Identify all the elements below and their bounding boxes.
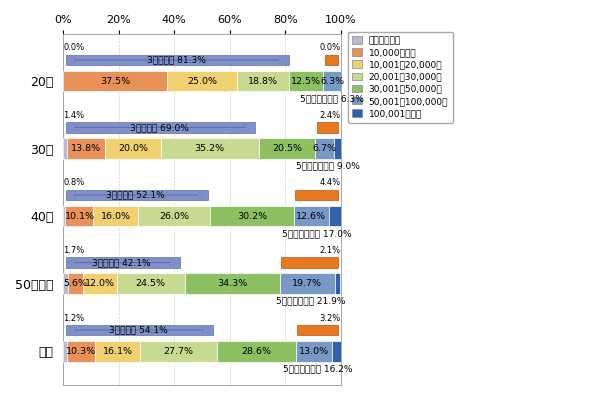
- Text: 16.0%: 16.0%: [101, 212, 131, 221]
- Bar: [63, 341, 66, 362]
- Bar: [63, 138, 67, 159]
- Bar: [106, 138, 161, 159]
- Text: 10.1%: 10.1%: [65, 212, 95, 221]
- Bar: [117, 273, 185, 294]
- Text: 37.5%: 37.5%: [100, 77, 131, 86]
- Text: 6.3%: 6.3%: [320, 77, 344, 86]
- Bar: [95, 341, 140, 362]
- Bar: [65, 206, 93, 226]
- Bar: [63, 71, 167, 92]
- Text: 12.0%: 12.0%: [85, 279, 115, 288]
- Text: 2.1%: 2.1%: [320, 246, 340, 255]
- Text: 3万円以内 69.0%: 3万円以内 69.0%: [129, 123, 188, 132]
- Text: 30.2%: 30.2%: [237, 212, 267, 221]
- Text: 5万円より多い 17.0%: 5万円より多い 17.0%: [282, 229, 352, 238]
- Text: 2.4%: 2.4%: [320, 111, 340, 120]
- Bar: [289, 71, 323, 92]
- Bar: [329, 206, 341, 226]
- Bar: [281, 257, 338, 268]
- Bar: [237, 71, 289, 92]
- Bar: [185, 273, 280, 294]
- Bar: [93, 206, 138, 226]
- Bar: [332, 341, 341, 362]
- Bar: [167, 71, 237, 92]
- Bar: [66, 122, 254, 133]
- Bar: [294, 206, 329, 226]
- FancyArrowPatch shape: [298, 327, 337, 333]
- Bar: [66, 190, 208, 200]
- Text: 1.7%: 1.7%: [63, 246, 84, 255]
- Text: 24.5%: 24.5%: [136, 279, 166, 288]
- Text: 12.5%: 12.5%: [291, 77, 321, 86]
- Bar: [66, 55, 289, 65]
- Text: 34.3%: 34.3%: [217, 279, 248, 288]
- Bar: [280, 273, 334, 294]
- Text: 20.0%: 20.0%: [118, 144, 148, 153]
- Bar: [66, 257, 180, 268]
- Bar: [138, 206, 210, 226]
- Text: 20.5%: 20.5%: [272, 144, 302, 153]
- Text: 13.8%: 13.8%: [71, 144, 101, 153]
- Text: 4.4%: 4.4%: [320, 178, 340, 188]
- Bar: [334, 138, 340, 159]
- Text: 0.0%: 0.0%: [320, 44, 340, 52]
- Text: 5万円より多い 6.3%: 5万円より多い 6.3%: [300, 94, 364, 103]
- Bar: [259, 138, 315, 159]
- Bar: [140, 341, 217, 362]
- Text: 3万円以内 42.1%: 3万円以内 42.1%: [92, 258, 151, 267]
- Text: 35.2%: 35.2%: [195, 144, 224, 153]
- Text: 27.7%: 27.7%: [163, 347, 193, 356]
- Bar: [317, 122, 338, 133]
- FancyArrowPatch shape: [296, 192, 337, 198]
- Text: 19.7%: 19.7%: [292, 279, 322, 288]
- FancyArrowPatch shape: [282, 259, 337, 266]
- Bar: [66, 325, 214, 335]
- Bar: [325, 55, 338, 65]
- Text: 1.2%: 1.2%: [63, 314, 84, 322]
- FancyArrowPatch shape: [67, 327, 210, 333]
- FancyArrowPatch shape: [67, 124, 252, 131]
- Text: 5万円より多い 9.0%: 5万円より多い 9.0%: [296, 162, 360, 170]
- Bar: [334, 273, 340, 294]
- Bar: [161, 138, 259, 159]
- Text: 5万円より多い 16.2%: 5万円より多い 16.2%: [284, 364, 353, 373]
- Bar: [217, 341, 296, 362]
- Text: 12.6%: 12.6%: [296, 212, 326, 221]
- Bar: [297, 325, 338, 335]
- Text: 6.7%: 6.7%: [313, 144, 337, 153]
- Text: 18.8%: 18.8%: [248, 77, 278, 86]
- Text: 0.0%: 0.0%: [63, 44, 84, 52]
- Text: 10.3%: 10.3%: [66, 347, 96, 356]
- Bar: [296, 341, 332, 362]
- FancyArrowPatch shape: [67, 192, 205, 198]
- Bar: [66, 341, 95, 362]
- FancyArrowPatch shape: [318, 124, 337, 131]
- FancyArrowPatch shape: [67, 259, 178, 266]
- Text: 5万円より多い 21.9%: 5万円より多い 21.9%: [276, 297, 345, 306]
- Text: 28.6%: 28.6%: [242, 347, 271, 356]
- Bar: [63, 206, 65, 226]
- Text: 16.1%: 16.1%: [102, 347, 132, 356]
- Bar: [84, 273, 117, 294]
- Bar: [210, 206, 294, 226]
- Legend: お小遣いなし, 10,000円以内, 10,001～20,000円, 20,001～30,000円, 30,001～50,000円, 50,001～100,00: お小遣いなし, 10,000円以内, 10,001～20,000円, 20,00…: [348, 32, 453, 122]
- Text: 3万円以内 81.3%: 3万円以内 81.3%: [146, 56, 206, 64]
- Text: 5.6%: 5.6%: [63, 279, 88, 288]
- Text: 3万円以内 52.1%: 3万円以内 52.1%: [106, 190, 165, 200]
- Bar: [63, 273, 68, 294]
- FancyArrowPatch shape: [326, 56, 337, 63]
- Text: 0.8%: 0.8%: [63, 178, 84, 188]
- Text: 1.4%: 1.4%: [63, 111, 84, 120]
- Text: 13.0%: 13.0%: [299, 347, 329, 356]
- Text: 3万円以内 54.1%: 3万円以内 54.1%: [109, 326, 168, 334]
- Text: 3.2%: 3.2%: [320, 314, 340, 322]
- Bar: [323, 71, 341, 92]
- FancyArrowPatch shape: [67, 56, 286, 63]
- Text: 26.0%: 26.0%: [159, 212, 189, 221]
- Bar: [315, 138, 334, 159]
- Text: 25.0%: 25.0%: [187, 77, 217, 86]
- Bar: [295, 190, 338, 200]
- Bar: [68, 273, 84, 294]
- Bar: [67, 138, 106, 159]
